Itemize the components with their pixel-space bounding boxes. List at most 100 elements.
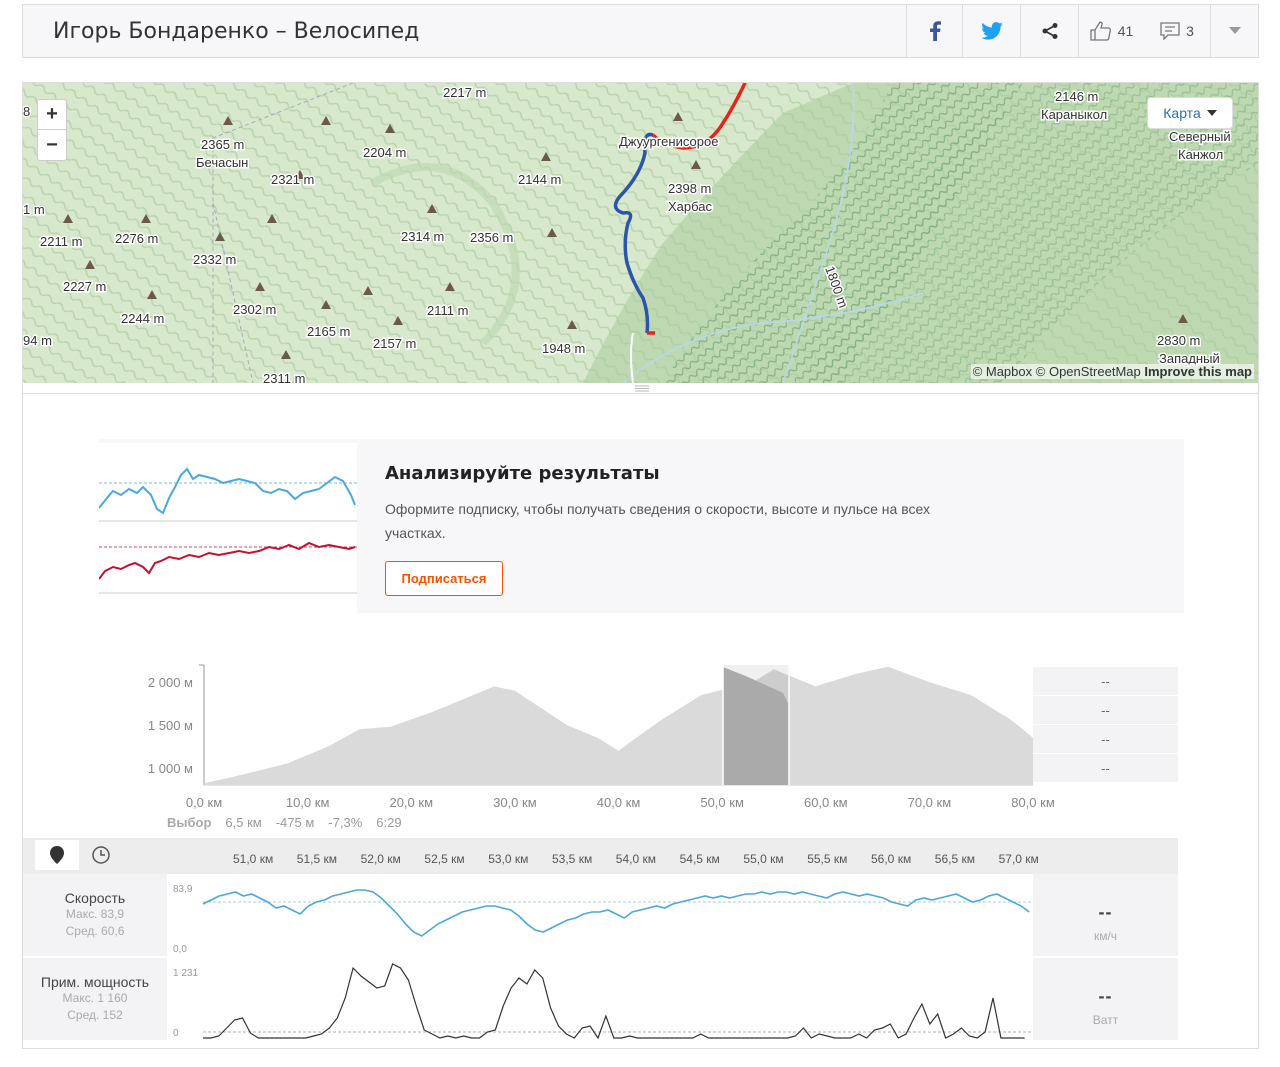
power-unit: Ватт	[1092, 1013, 1119, 1027]
improve-map-link[interactable]: Improve this map	[1144, 364, 1252, 379]
elevation-x-tick: 20,0 км	[389, 795, 433, 810]
speed-max: Макс. 83,9	[65, 907, 125, 921]
map-type-dropdown[interactable]: Карта	[1147, 97, 1233, 129]
drag-handle-icon	[635, 385, 649, 392]
peak-marker	[295, 170, 305, 179]
comment-icon	[1160, 22, 1180, 40]
peak-marker	[547, 228, 557, 237]
osm-attribution-link[interactable]: © OpenStreetMap	[1035, 364, 1141, 379]
map-label: 2165 m	[307, 324, 350, 339]
more-actions-dropdown[interactable]	[1210, 5, 1258, 57]
map-label: 2314 m	[401, 229, 444, 244]
facebook-icon	[929, 21, 941, 41]
map-label: 1948 m	[542, 341, 585, 356]
subscribe-button[interactable]: Подписаться	[385, 561, 503, 596]
peak-marker	[673, 112, 683, 121]
share-icon	[1042, 23, 1057, 39]
selection-grade: -7,3%	[328, 815, 363, 830]
speed-ymax: 83,9	[173, 884, 193, 895]
peak-marker	[363, 286, 373, 295]
power-ymin: 0	[173, 1028, 179, 1039]
map-label: Джуургенисорое	[619, 134, 718, 149]
kudos-button[interactable]: 41	[1078, 5, 1144, 57]
selection-label: Выбор	[167, 815, 212, 830]
selection-elevation: -475 м	[275, 815, 315, 830]
map-label: 2302 m	[233, 302, 276, 317]
map-label: 2227 m	[63, 279, 106, 294]
peak-marker	[147, 290, 157, 299]
map-label: 8	[23, 104, 30, 119]
elevation-selection[interactable]	[723, 665, 789, 785]
speed-stream-row: Скорость Макс. 83,9 Сред. 60,6 83,9 0,0 …	[23, 874, 1178, 956]
elevation-y-tick: 1 000 м	[148, 761, 193, 776]
power-stream-label: Прим. мощность Макс. 1 160 Сред. 152	[23, 958, 167, 1040]
selection-summary: Выбор 6,5 км -475 м -7,3% 6:29	[167, 815, 402, 830]
peak-marker	[267, 214, 277, 223]
peak-marker	[321, 300, 331, 309]
peak-marker	[63, 214, 73, 223]
elevation-x-tick: 30,0 км	[493, 795, 537, 810]
elevation-x-tick: 50,0 км	[700, 795, 744, 810]
map-label: 2204 m	[363, 145, 406, 160]
map-resize-handle[interactable]	[23, 383, 1258, 394]
speed-stream-chart[interactable]: 83,9 0,0	[167, 874, 1033, 956]
map-label: 2321 m	[271, 172, 314, 187]
elevation-x-tick: 40,0 км	[597, 795, 641, 810]
map-label: 2365 m	[201, 137, 244, 152]
peak-marker	[321, 116, 331, 125]
power-value: --	[1098, 986, 1113, 1006]
comments-button[interactable]: 3	[1144, 5, 1210, 57]
promo-text: Оформите подписку, чтобы получать сведен…	[385, 501, 930, 541]
power-ymax: 1 231	[173, 968, 198, 979]
power-stream-chart[interactable]: 1 231 0	[167, 958, 1033, 1040]
peak-marker	[691, 160, 701, 169]
stream-x-tick: 52,0 км	[360, 852, 401, 866]
stream-x-tick: 57,0 км	[998, 852, 1039, 866]
share-button[interactable]	[1020, 5, 1078, 57]
promo-chart-preview	[98, 443, 357, 613]
map-label: Бечасын	[196, 155, 248, 170]
time-mode-button[interactable]	[79, 840, 123, 870]
peak-marker	[445, 282, 455, 291]
comments-count: 3	[1186, 23, 1194, 39]
streams-toolbar: 51,0 км 51,5 км 52,0 км 52,5 км 53,0 км 53,5 …	[23, 838, 1178, 874]
zoom-in-button[interactable]: +	[38, 100, 66, 130]
peak-marker	[1178, 314, 1188, 323]
power-value-box: -- Ватт	[1033, 958, 1178, 1040]
map-label: Канжол	[1178, 147, 1223, 162]
facebook-share-button[interactable]	[906, 5, 962, 57]
stream-x-tick: 56,5 км	[934, 852, 975, 866]
speed-ymin: 0,0	[173, 944, 187, 955]
stream-x-tick: 55,5 км	[807, 852, 848, 866]
stream-x-tick: 53,5 км	[552, 852, 593, 866]
route-map[interactable]: 2217 m 2365 m Бечасын 2204 m 2321 m 2144 m 221…	[23, 83, 1259, 383]
selection-distance: 6,5 км	[225, 815, 262, 830]
twitter-share-button[interactable]	[962, 5, 1020, 57]
zoom-out-button[interactable]: −	[46, 133, 58, 156]
speed-value: --	[1098, 902, 1113, 922]
power-max: Макс. 1 160	[62, 991, 128, 1005]
elevation-stats-box: -- -- -- --	[1033, 667, 1178, 783]
elevation-stat: --	[1033, 754, 1178, 783]
selection-time: 6:29	[376, 815, 402, 830]
stream-x-tick: 55,0 км	[743, 852, 784, 866]
speed-avg: Сред. 60,6	[65, 924, 125, 938]
map-label: 2398 m	[668, 181, 711, 196]
peak-marker	[215, 232, 225, 241]
power-stream-row: Прим. мощность Макс. 1 160 Сред. 152 1 2…	[23, 958, 1178, 1040]
subscription-promo: Анализируйте результаты Оформите подписк…	[98, 439, 1184, 613]
activity-analysis-card: 2217 m 2365 m Бечасын 2204 m 2321 m 2144 m 221…	[22, 82, 1259, 1049]
stream-x-tick: 51,5 км	[296, 852, 337, 866]
map-terrain[interactable]: 2217 m 2365 m Бечасын 2204 m 2321 m 2144 m 221…	[23, 83, 1259, 383]
stream-x-tick: 53,0 км	[488, 852, 529, 866]
map-attribution: © Mapbox © OpenStreetMap Improve this ma…	[970, 364, 1254, 379]
elevation-chart[interactable]: 2 000 м 1 500 м 1 000 м 0,0 км 10,0 км 20,0 …	[23, 653, 1258, 833]
peak-marker	[141, 214, 151, 223]
speed-unit: км/ч	[1093, 929, 1118, 943]
activity-header: Игорь Бондаренко – Велосипед 41 3	[22, 4, 1259, 58]
distance-mode-button[interactable]	[35, 840, 79, 870]
map-zoom-control: + −	[37, 99, 67, 161]
mapbox-attribution-link[interactable]: © Mapbox	[972, 364, 1033, 379]
twitter-icon	[980, 22, 1003, 40]
chevron-down-icon	[1228, 27, 1241, 34]
